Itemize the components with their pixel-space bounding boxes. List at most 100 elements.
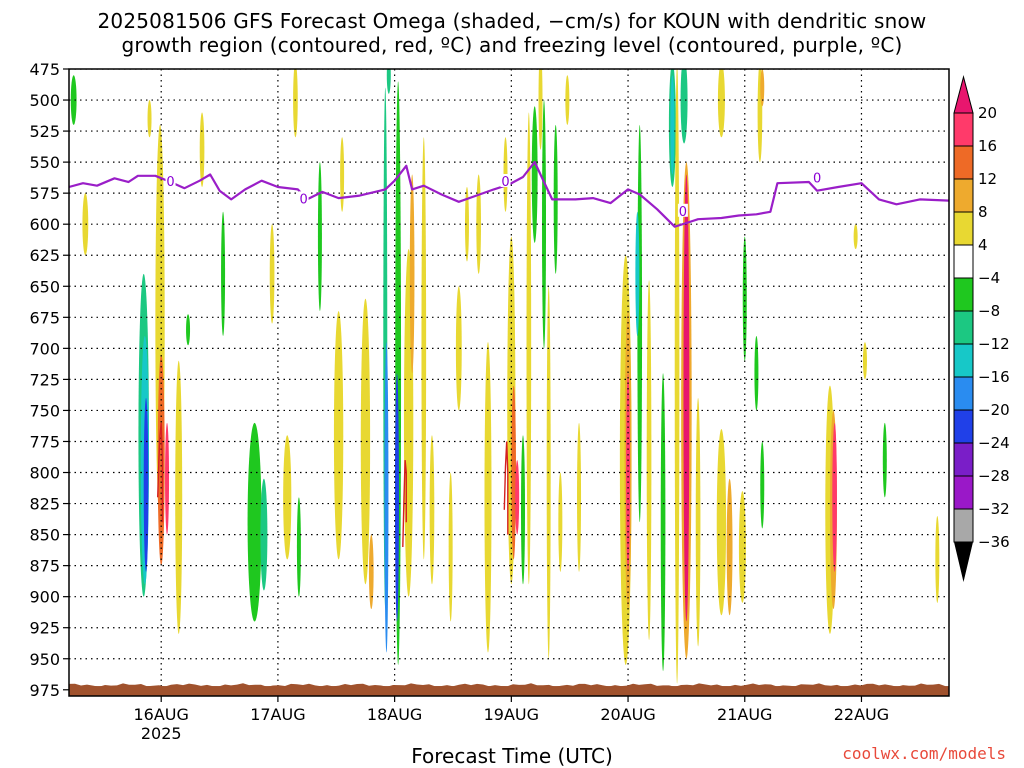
omega-cell-28 xyxy=(394,373,399,622)
omega-cell-61 xyxy=(680,69,688,144)
colorbar-label-2: 12 xyxy=(978,170,997,188)
chart-title-line-2: growth region (contoured, red, ºC) and f… xyxy=(121,33,903,57)
omega-cell-8 xyxy=(165,422,170,535)
ground-surface xyxy=(69,683,949,696)
omega-cell-72 xyxy=(742,236,747,361)
omega-cell-10 xyxy=(186,314,191,346)
y-tick-label-800: 800 xyxy=(29,464,60,483)
omega-cell-57 xyxy=(646,280,652,641)
freezing-level-label-2: 0 xyxy=(501,175,509,190)
y-tick-label-625: 625 xyxy=(29,246,60,265)
freezing-label-bg-4 xyxy=(812,170,823,184)
omega-cell-35 xyxy=(464,186,469,262)
colorbar-swatch-3 xyxy=(953,211,974,246)
colorbar-swatch-7 xyxy=(953,343,974,378)
omega-cell-71 xyxy=(760,69,765,107)
omega-cell-12 xyxy=(221,211,226,336)
colorbar-label-5: −4 xyxy=(978,269,1000,287)
omega-cell-42 xyxy=(521,435,526,585)
omega-cell-13 xyxy=(247,422,262,622)
omega-cell-19 xyxy=(317,162,322,312)
dgz-contour-0 xyxy=(157,422,164,523)
omega-cell-69 xyxy=(738,491,746,603)
omega-cell-65 xyxy=(695,398,701,647)
omega-cell-18 xyxy=(296,497,301,597)
omega-shading xyxy=(70,69,940,684)
omega-cell-74 xyxy=(760,441,765,529)
omega-cell-77 xyxy=(832,422,837,572)
y-tick-label-675: 675 xyxy=(29,308,60,327)
omega-cell-30 xyxy=(409,174,415,374)
y-tick-label-825: 825 xyxy=(29,495,60,514)
omega-cell-31 xyxy=(421,137,427,560)
omega-cell-58 xyxy=(660,373,666,672)
colorbar-swatch-9 xyxy=(953,409,974,444)
dgz-contour-1 xyxy=(402,460,407,548)
omega-cell-51 xyxy=(577,422,582,572)
omega-cell-36 xyxy=(476,174,481,274)
omega-cell-17 xyxy=(293,69,298,138)
omega-cell-68 xyxy=(726,478,733,616)
colorbar-label-1: 16 xyxy=(978,137,997,155)
colorbar-swatch-2 xyxy=(953,178,974,213)
omega-cell-37 xyxy=(484,342,492,653)
colorbar-label-3: 8 xyxy=(978,203,988,221)
colorbar-swatch-12 xyxy=(953,508,974,543)
freezing-level-label-1: 0 xyxy=(299,192,307,207)
omega-cell-60 xyxy=(670,75,675,175)
omega-cell-11 xyxy=(199,112,205,187)
colorbar-swatch-10 xyxy=(953,442,974,477)
colorbar-label-8: −16 xyxy=(978,368,1010,386)
omega-cell-43 xyxy=(526,112,532,585)
omega-cell-16 xyxy=(283,435,292,560)
y-tick-label-900: 900 xyxy=(29,588,60,607)
omega-cell-56 xyxy=(635,211,640,336)
omega-cell-66 xyxy=(717,69,725,138)
omega-cell-1 xyxy=(82,193,89,256)
omega-cell-67 xyxy=(716,429,727,616)
omega-cell-23 xyxy=(368,534,374,610)
omega-cell-9 xyxy=(175,360,183,634)
omega-cell-49 xyxy=(558,472,563,572)
x-tick-label-20AUG: 20AUG xyxy=(600,705,655,724)
colorbar-swatch-4 xyxy=(953,244,974,279)
colorbar-swatch-6 xyxy=(953,310,974,345)
y-tick-label-600: 600 xyxy=(29,215,60,234)
colorbar-bottom-arrow xyxy=(954,542,973,582)
omega-cell-64 xyxy=(683,174,690,622)
y-tick-label-550: 550 xyxy=(29,153,60,172)
y-tick-label-925: 925 xyxy=(29,619,60,638)
y-tick-label-775: 775 xyxy=(29,432,60,451)
y-tick-label-650: 650 xyxy=(29,277,60,296)
freezing-level-label-0: 0 xyxy=(166,175,174,190)
x-tick-label-18AUG: 18AUG xyxy=(367,705,422,724)
omega-cell-41 xyxy=(515,460,520,535)
colorbar-label-7: −12 xyxy=(978,335,1010,353)
y-tick-label-850: 850 xyxy=(29,526,60,545)
y-tick-label-475: 475 xyxy=(29,60,60,79)
colorbar-swatch-11 xyxy=(953,475,974,510)
omega-cell-81 xyxy=(935,515,940,603)
omega-cell-22 xyxy=(360,298,371,585)
colorbar-label-10: −24 xyxy=(978,434,1010,452)
y-tick-label-500: 500 xyxy=(29,91,60,110)
colorbar-label-4: 4 xyxy=(978,236,988,254)
x-tick-label-21AUG: 21AUG xyxy=(717,705,772,724)
omega-cell-80 xyxy=(882,422,887,498)
x-axis-title: Forecast Time (UTC) xyxy=(411,744,613,768)
y-tick-label-525: 525 xyxy=(29,122,60,141)
omega-cell-54 xyxy=(626,373,631,572)
omega-cell-14 xyxy=(260,478,268,591)
y-tick-label-575: 575 xyxy=(29,184,60,203)
omega-cell-25 xyxy=(384,342,389,653)
colorbar-swatch-8 xyxy=(953,376,974,411)
colorbar-label-9: −20 xyxy=(978,401,1010,419)
freezing-label-bg-2 xyxy=(500,173,511,187)
y-tick-label-875: 875 xyxy=(29,557,60,576)
omega-cell-21 xyxy=(340,137,345,212)
omega-cell-46 xyxy=(538,69,543,150)
freezing-label-bg-3 xyxy=(677,203,688,217)
x-tick-label-22AUG: 22AUG xyxy=(834,705,889,724)
chart-title-line-1: 2025081506 GFS Forecast Omega (shaded, −… xyxy=(97,9,927,33)
